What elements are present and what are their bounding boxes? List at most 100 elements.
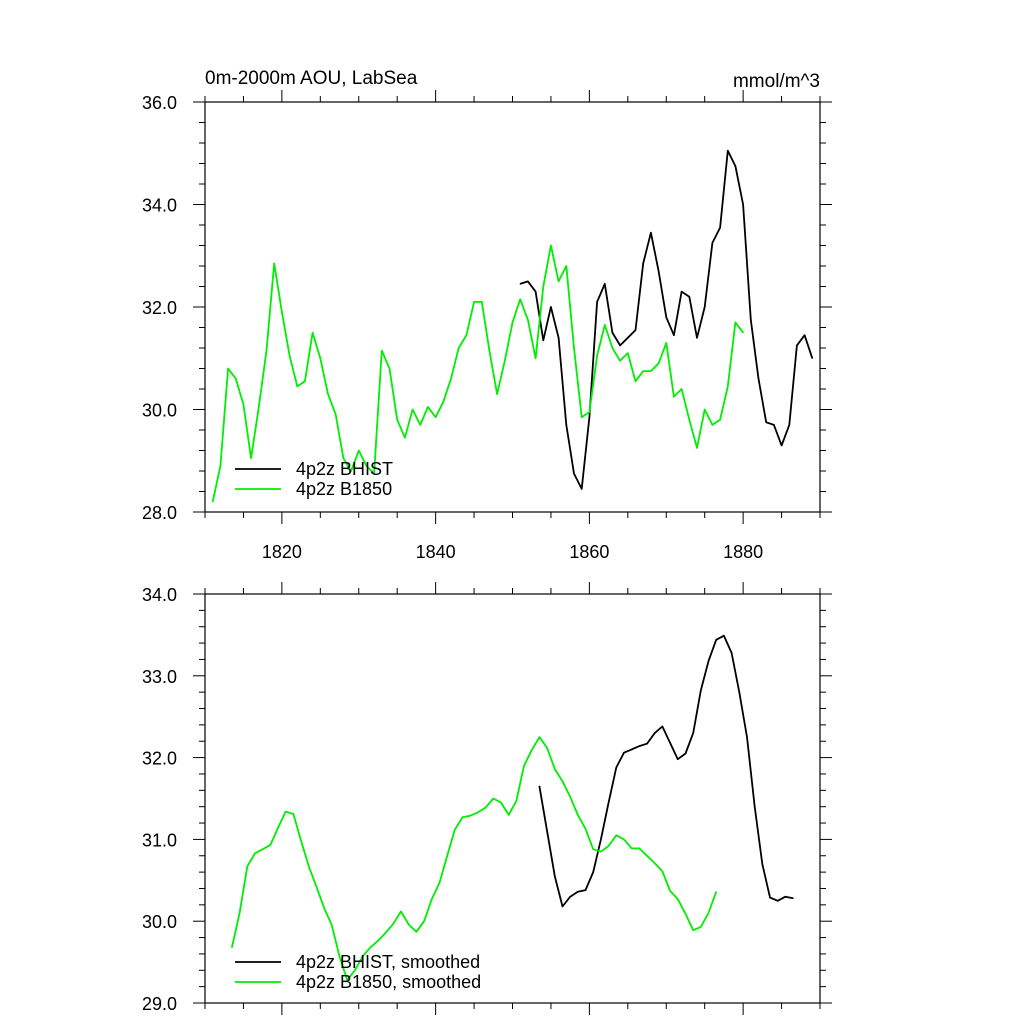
y-tick-label: 28.0 (142, 503, 177, 523)
data-point (569, 896, 571, 898)
data-point (619, 344, 621, 346)
data-point (465, 334, 467, 336)
data-point (681, 388, 683, 390)
data-point (692, 732, 694, 734)
data-point (688, 296, 690, 298)
data-point (212, 501, 214, 503)
data-point (577, 814, 579, 816)
data-point (300, 840, 302, 842)
data-point (358, 449, 360, 452)
data-point (289, 355, 291, 357)
data-point (454, 829, 456, 831)
data-point (515, 800, 517, 802)
data-point (492, 797, 494, 800)
y-tick-label: 34.0 (142, 585, 177, 605)
data-point (665, 342, 667, 344)
data-point (688, 419, 690, 421)
data-point (235, 378, 237, 380)
data-point (431, 898, 433, 900)
data-point (623, 838, 625, 841)
data-point (658, 270, 660, 272)
data-point (408, 923, 410, 926)
data-point (561, 780, 564, 782)
data-point (631, 847, 633, 850)
legend: 4p2z BHIST 4p2z B1850 (235, 459, 393, 499)
data-point (742, 203, 744, 206)
data-point (661, 725, 664, 728)
data-point (262, 848, 264, 850)
data-point (604, 324, 606, 326)
data-point (308, 865, 310, 868)
data-point (757, 378, 760, 380)
data-point (658, 362, 660, 364)
data-point (738, 691, 740, 693)
data-point (427, 406, 429, 408)
data-point (519, 298, 521, 300)
data-point (642, 370, 644, 372)
data-point (769, 896, 771, 899)
data-point (377, 940, 379, 942)
series-line-1 (211, 244, 744, 502)
data-point (304, 380, 306, 382)
data-point (342, 457, 344, 459)
data-point (600, 838, 602, 841)
data-point (438, 882, 441, 884)
data-point (554, 875, 556, 877)
data-point (346, 979, 348, 981)
y-tick-label: 33.0 (142, 667, 177, 687)
data-point (546, 747, 548, 749)
legend-label-bhist-smoothed: 4p2z BHIST, smoothed (296, 952, 480, 972)
y-tick-label: 29.0 (142, 994, 177, 1014)
data-point (707, 912, 710, 914)
data-point (435, 416, 437, 418)
data-point (527, 280, 529, 282)
y-tick-label: 30.0 (142, 401, 177, 421)
data-point (627, 352, 629, 354)
data-point (315, 886, 318, 888)
y-tick-label: 30.0 (142, 912, 177, 932)
data-point (677, 898, 679, 900)
data-point (535, 291, 537, 293)
data-point (415, 931, 417, 933)
data-point (684, 913, 687, 915)
data-point (327, 393, 329, 395)
data-point (723, 635, 725, 637)
data-point (592, 848, 594, 850)
data-point (423, 920, 425, 922)
data-point (446, 855, 448, 857)
data-point (608, 802, 610, 804)
data-point (777, 900, 779, 902)
data-point (350, 470, 352, 472)
legend: 4p2z BHIST, smoothed 4p2z B1850, smoothe… (235, 952, 481, 992)
data-point (719, 419, 721, 421)
data-point (419, 424, 421, 426)
data-point (550, 244, 552, 247)
data-point (684, 752, 687, 755)
data-point (285, 811, 287, 813)
data-point (584, 828, 587, 830)
data-point (604, 283, 606, 285)
data-point (638, 847, 640, 850)
data-point (581, 488, 583, 490)
data-point (292, 813, 294, 815)
data-point (754, 806, 756, 808)
data-point (611, 347, 614, 349)
y-tick-label: 32.0 (142, 749, 177, 769)
data-point (538, 736, 541, 738)
data-point (461, 816, 464, 818)
data-point (804, 334, 806, 336)
data-point (634, 380, 637, 382)
data-point (773, 424, 775, 426)
plot-frame (204, 593, 821, 1004)
data-point (727, 150, 729, 152)
data-point (584, 889, 587, 891)
data-point (696, 447, 698, 449)
data-point (608, 845, 610, 847)
data-point (273, 262, 275, 264)
data-point (677, 758, 679, 760)
data-point (704, 408, 706, 411)
x-tick-label: 1860 (569, 542, 609, 562)
data-point (442, 401, 444, 403)
data-point (331, 924, 333, 926)
